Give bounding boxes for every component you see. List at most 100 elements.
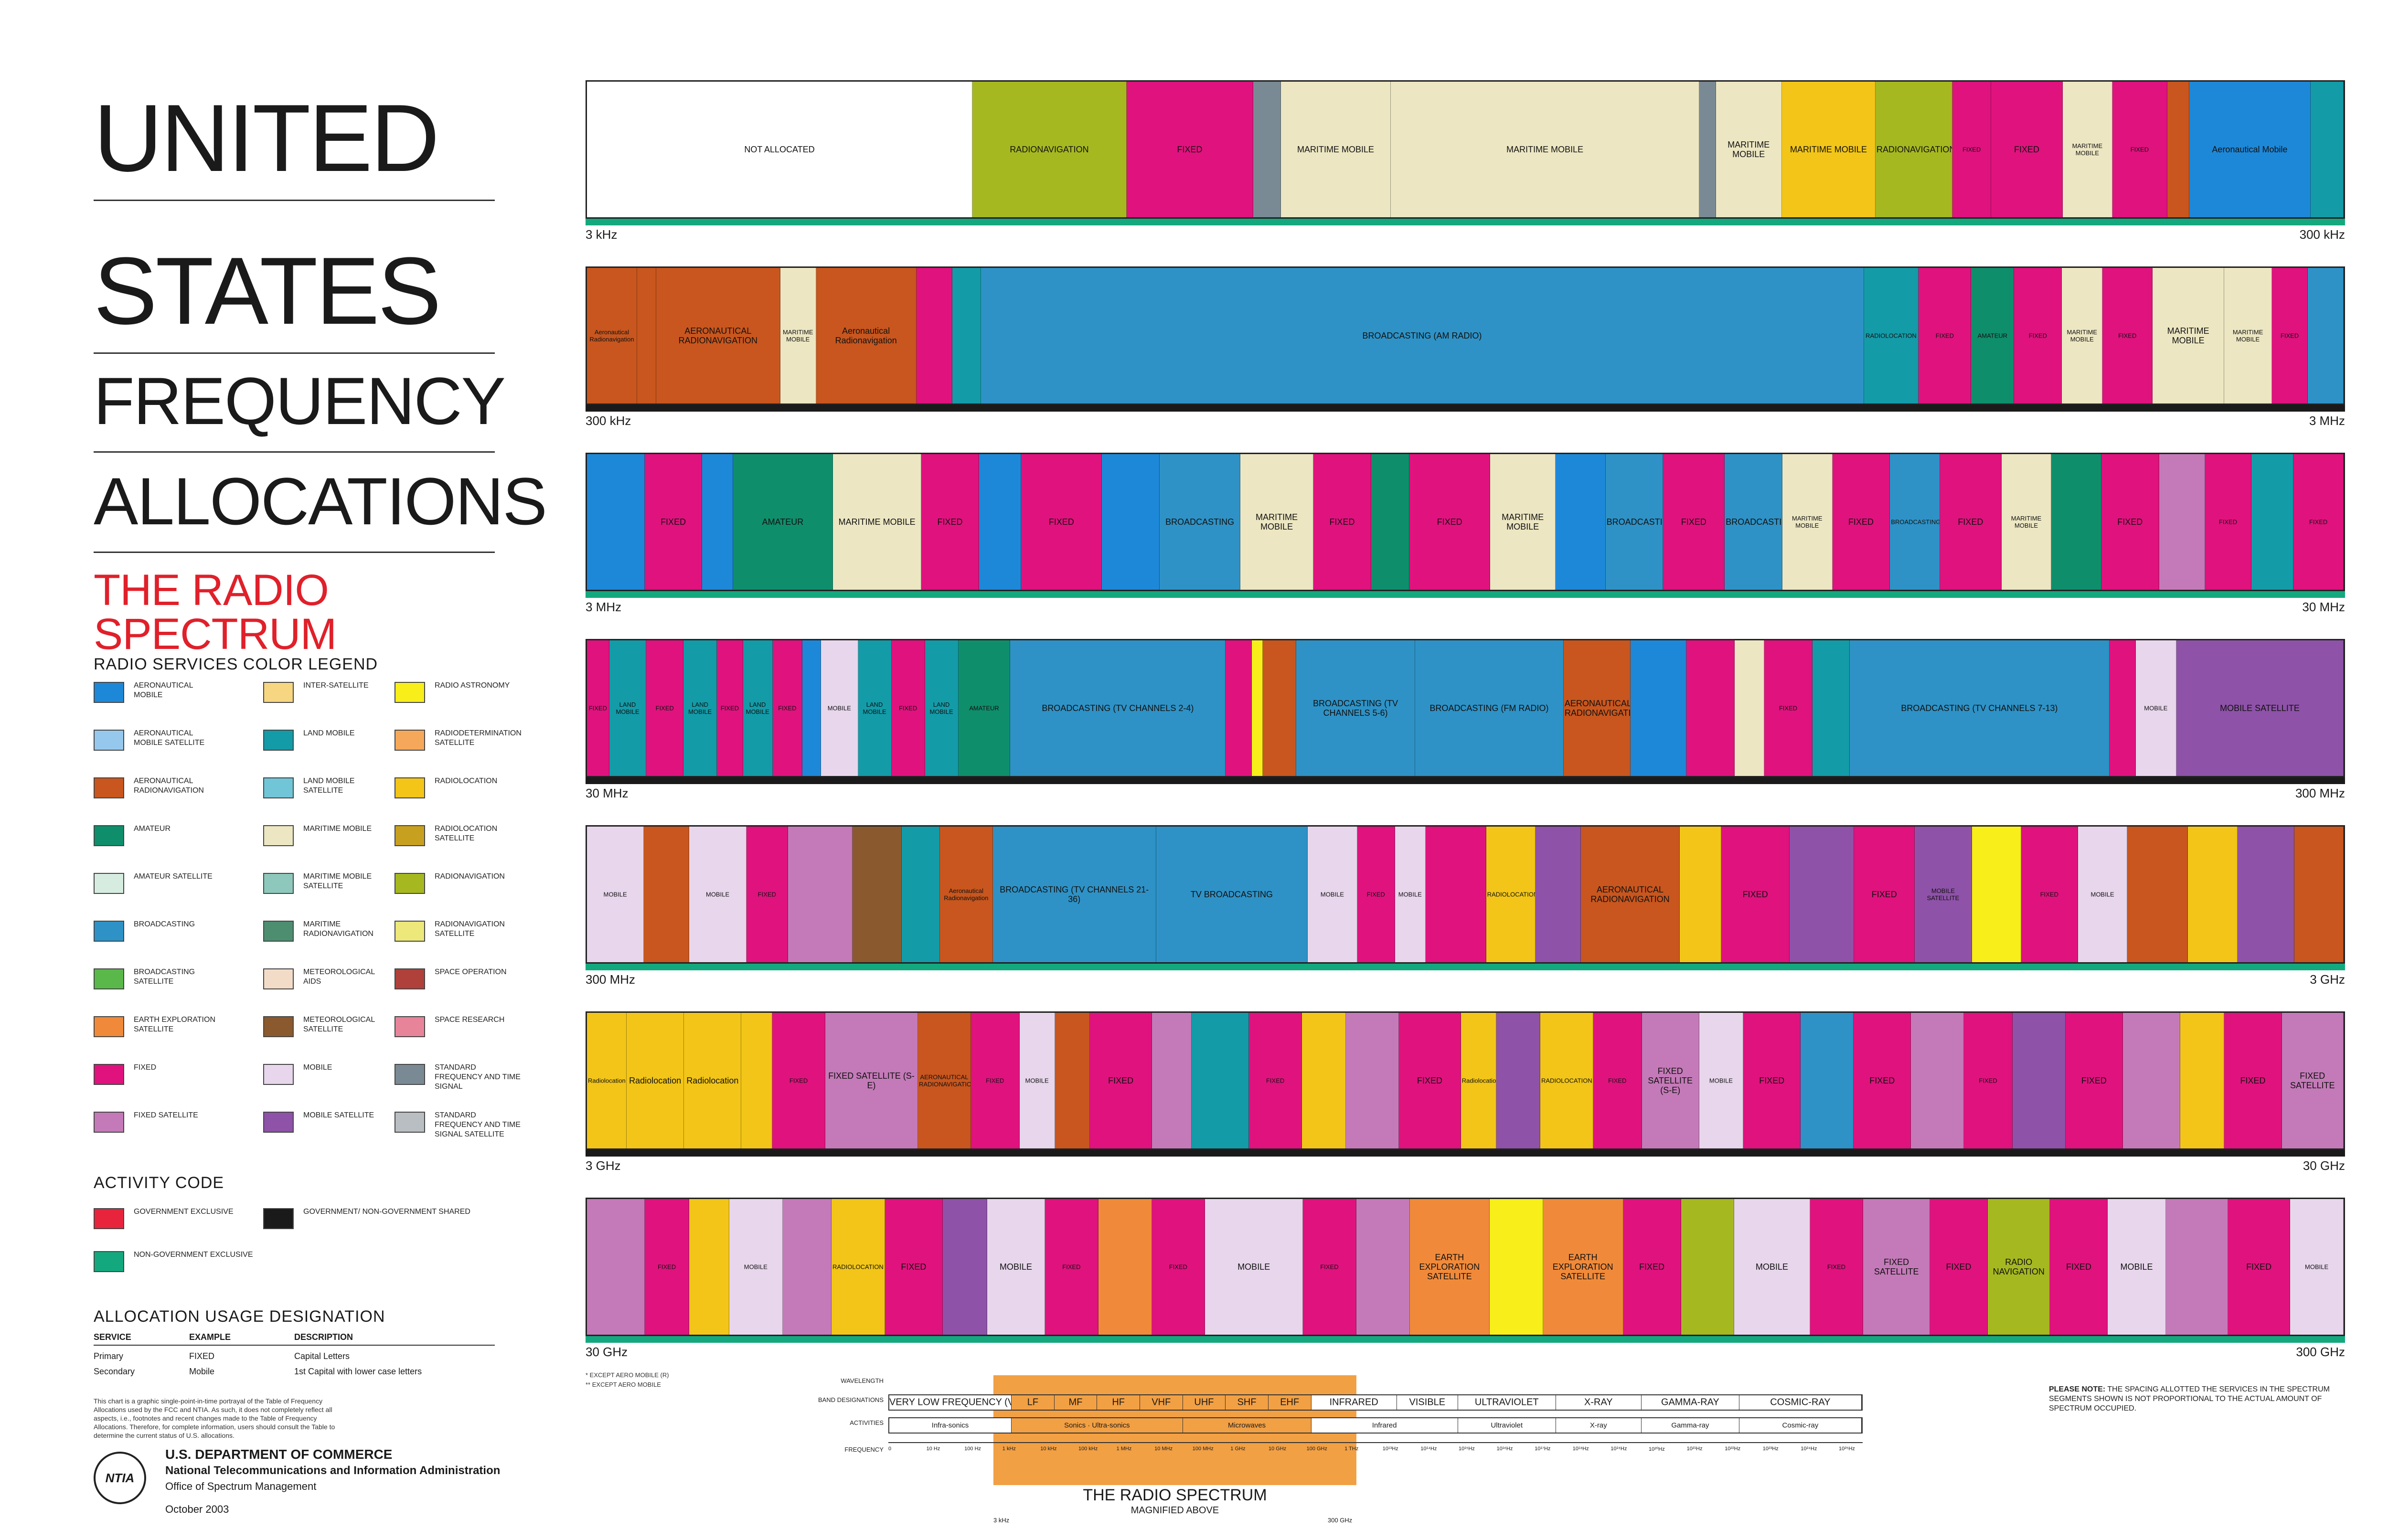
allocation-label: FIXED xyxy=(1779,704,1798,712)
allocation-cell: AERONAUTICAL RADIONAVIGATION xyxy=(1564,640,1631,776)
allocation-label: BROADCASTING (TV CHANNELS 5-6) xyxy=(1313,699,1398,718)
allocation-cell: Radiolocation xyxy=(684,1013,742,1148)
band-end-label: 3 GHz xyxy=(2310,972,2345,987)
legend-item: MOBILE xyxy=(263,1060,392,1094)
spectrum-segment-label: SHF xyxy=(1237,1397,1257,1408)
legend-label: RADIONAVIGATION SATELLITE xyxy=(435,920,505,938)
allocation-label: Radiolocation xyxy=(686,1076,739,1085)
title-line-1: UNITED xyxy=(94,85,439,191)
allocation-label: FIXED xyxy=(1639,1262,1665,1272)
title-rule-1 xyxy=(94,200,495,201)
allocation-label: FIXED xyxy=(1871,890,1897,899)
band-start-label: 3 MHz xyxy=(586,600,622,614)
allocation-label: MARITIME MOBILE xyxy=(2067,329,2098,343)
allocation-cell: MOBILE xyxy=(987,1199,1045,1335)
allocation-cell: MARITIME MOBILE xyxy=(833,454,922,590)
allocation-cell: Aeronautical Radionavigation xyxy=(816,268,917,404)
legend-swatch xyxy=(94,1064,124,1085)
allocation-label: FIXED xyxy=(2218,518,2238,526)
allocation-cell: FIXED xyxy=(1313,454,1371,590)
legend-swatch xyxy=(263,730,294,751)
spectrum-segment-label: Microwaves xyxy=(1227,1421,1266,1430)
please-note-text: THE SPACING ALLOTTED THE SERVICES IN THE… xyxy=(2049,1385,2330,1413)
legend-item: STANDARD FREQUENCY AND TIME SIGNAL xyxy=(394,1060,523,1094)
allocation-cell: MARITIME MOBILE xyxy=(1391,82,1699,217)
allocation-cell xyxy=(1911,1013,1964,1148)
allocation-cell: MOBILE xyxy=(1019,1013,1055,1148)
band-end-label: 300 MHz xyxy=(2295,786,2345,800)
allocation-label: Radiolocation xyxy=(588,1077,626,1084)
allocation-cell: AERONAUTICAL RADIONAVIGATION xyxy=(918,1013,971,1148)
spectrum-segment: HF xyxy=(1097,1395,1140,1410)
spectrum-segment: MF xyxy=(1054,1395,1098,1410)
allocation-label: RADIOLOCATION xyxy=(1541,1077,1592,1084)
usage-col-service: SERVICE xyxy=(94,1332,131,1342)
spectrum-segment-label: ULTRAVIOLET xyxy=(1474,1397,1539,1408)
allocation-cell: FIXED xyxy=(1021,454,1102,590)
frequency-tick-label: 10²⁴Hz xyxy=(1801,1446,1817,1452)
allocation-cell xyxy=(952,268,981,404)
legend-item: BROADCASTING xyxy=(94,917,223,950)
allocation-label: Aeronautical Radionavigation xyxy=(835,326,897,345)
legend-label: FIXED SATELLITE xyxy=(134,1111,198,1119)
legend-item: SPACE OPERATION xyxy=(394,965,523,998)
allocation-label: FIXED xyxy=(1946,1262,1972,1272)
left-panel: UNITED STATES FREQUENCY ALLOCATIONS THE … xyxy=(94,72,547,1528)
allocation-label: Aeronautical Radionavigation xyxy=(589,329,634,343)
usage-rule xyxy=(94,1345,495,1346)
allocation-cell xyxy=(587,454,645,590)
allocation-cell xyxy=(2110,640,2136,776)
title-line-3: FREQUENCY xyxy=(94,363,506,438)
allocation-label: MARITIME MOBILE xyxy=(1727,140,1770,159)
allocation-label: FIXED xyxy=(655,704,674,712)
allocation-cell: LAND MOBILE xyxy=(743,640,773,776)
allocation-label: AMATEUR xyxy=(762,517,804,527)
allocation-label: BROADCASTING (TV CHANNELS 7-13) xyxy=(1901,703,2058,713)
band-activity-strip xyxy=(586,777,2345,784)
frequency-tick-label: 100 kHz xyxy=(1078,1446,1098,1452)
allocation-cell xyxy=(644,827,690,962)
allocation-cell xyxy=(1102,454,1160,590)
allocation-label: MOBILE xyxy=(1398,891,1422,898)
activities-row: Infra-sonics Sonics · Ultra-sonics Microwa… xyxy=(888,1417,1863,1434)
allocation-label: FIXED xyxy=(2117,517,2143,527)
allocation-label: FIXED xyxy=(1979,1077,1997,1084)
allocation-cell: MARITIME MOBILE xyxy=(2062,268,2103,404)
allocation-cell xyxy=(1679,827,1722,962)
legend-swatch xyxy=(94,777,124,798)
frequency-tick-label: 1 GHz xyxy=(1230,1446,1246,1452)
legend-label: METEOROLOGICAL SATELLITE xyxy=(303,1016,375,1033)
allocation-label: MARITIME MOBILE xyxy=(2072,142,2103,157)
spectrum-segment: VERY LOW FREQUENCY (VLF) xyxy=(889,1395,1012,1410)
legend-item: RADIO ASTRONOMY xyxy=(394,678,523,712)
legend-item: RADIOLOCATION SATELLITE xyxy=(394,821,523,855)
allocation-cell: FIXED xyxy=(1930,1199,1988,1335)
allocation-cell xyxy=(1490,1199,1543,1335)
frequency-tick-label: 100 MHz xyxy=(1192,1446,1214,1452)
band-start-label: 300 MHz xyxy=(586,972,636,987)
allocation-label: FIXED xyxy=(937,517,963,527)
allocation-cell: MOBILE xyxy=(1395,827,1426,962)
allocation-label: EARTH EXPLORATION SATELLITE xyxy=(1552,1253,1613,1281)
activity-label: GOVERNMENT EXCLUSIVE xyxy=(134,1208,234,1216)
frequency-band: FIXED AMATEUR MARITIME MOBILE FIXED FIXED BRO… xyxy=(586,444,2345,621)
allocation-cell: MARITIME MOBILE xyxy=(1716,82,1782,217)
allocation-cell: LAND MOBILE xyxy=(609,640,647,776)
allocation-cell xyxy=(802,640,821,776)
activity-item: GOVERNMENT/ NON-GOVERNMENT SHARED xyxy=(263,1204,502,1238)
spectrum-segment: GAMMA-RAY xyxy=(1642,1395,1739,1410)
frequency-tick-label: 10 MHz xyxy=(1154,1446,1173,1452)
allocation-cell: MOBILE xyxy=(2108,1199,2166,1335)
spectrum-segment-label: VISIBLE xyxy=(1409,1397,1446,1408)
spectrum-segment-label: X-RAY xyxy=(1584,1397,1613,1408)
allocation-cell: RADIOLOCATION xyxy=(1540,1013,1593,1148)
allocation-label: RADIO NAVIGATION xyxy=(1993,1257,2045,1276)
band-activity-strip xyxy=(586,405,2345,412)
legend-label: RADIODETERMINATION SATELLITE xyxy=(435,729,522,747)
frequency-tick-label: 10¹⁴Hz xyxy=(1420,1446,1437,1452)
legend-swatch xyxy=(94,682,124,703)
allocation-cell: FIXED xyxy=(921,454,979,590)
frequency-tick-label: 10¹⁶Hz xyxy=(1496,1446,1513,1452)
allocation-cell: Aeronautical Radionavigation xyxy=(939,827,993,962)
spectrum-segment-label: Infra-sonics xyxy=(931,1421,969,1430)
